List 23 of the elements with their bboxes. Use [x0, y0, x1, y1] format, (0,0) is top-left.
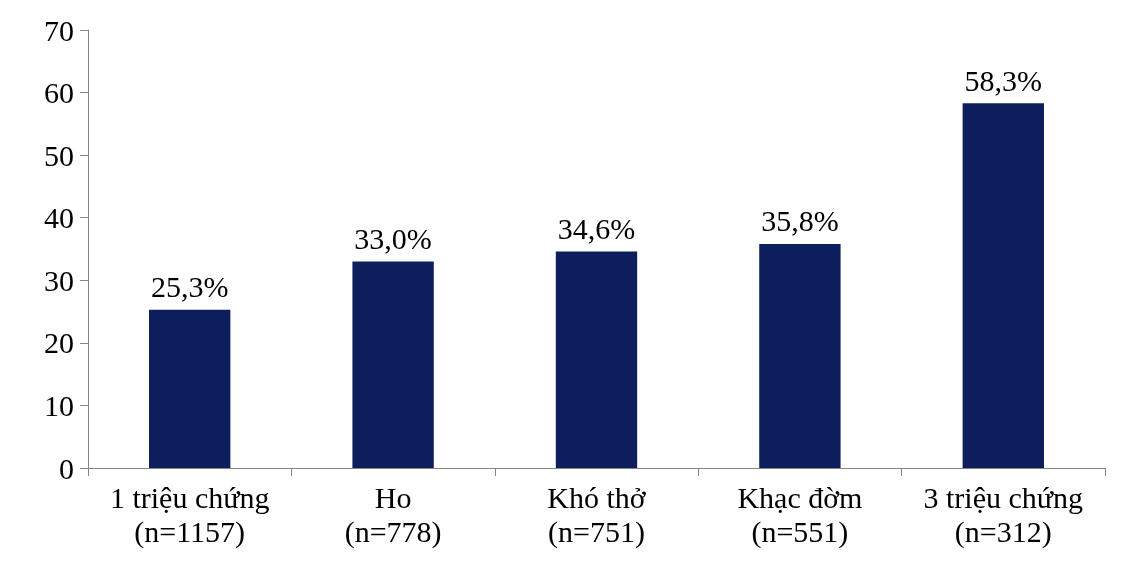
- x-tick-label: Ho (n=778): [344, 480, 442, 549]
- bar: [555, 251, 638, 468]
- data-label: 33,0%: [354, 222, 432, 256]
- y-tick-label: 20: [44, 326, 74, 360]
- y-tick-label: 60: [44, 76, 74, 110]
- x-tick-label: Khạc đờm (n=551): [737, 480, 863, 549]
- y-tick-label: 0: [59, 451, 74, 485]
- y-tick-label: 70: [44, 13, 74, 47]
- data-label: 58,3%: [964, 63, 1043, 97]
- y-tick-label: 50: [44, 138, 74, 172]
- y-tick-label: 10: [44, 388, 74, 422]
- bar: [962, 103, 1044, 468]
- y-tick-label: 30: [44, 263, 74, 297]
- x-tick-label: Khó thở (n=751): [547, 480, 647, 549]
- x-tick-label: 1 triệu chứng (n=1157): [109, 480, 270, 549]
- x-tick-label: 3 triệu chứng (n=312): [923, 480, 1084, 549]
- data-label: 25,3%: [150, 270, 229, 304]
- bar: [759, 243, 841, 468]
- data-label: 35,8%: [761, 204, 839, 238]
- bar: [149, 309, 231, 468]
- bar: [352, 261, 434, 468]
- y-tick-label: 40: [44, 201, 74, 235]
- data-label: 34,6%: [557, 212, 636, 245]
